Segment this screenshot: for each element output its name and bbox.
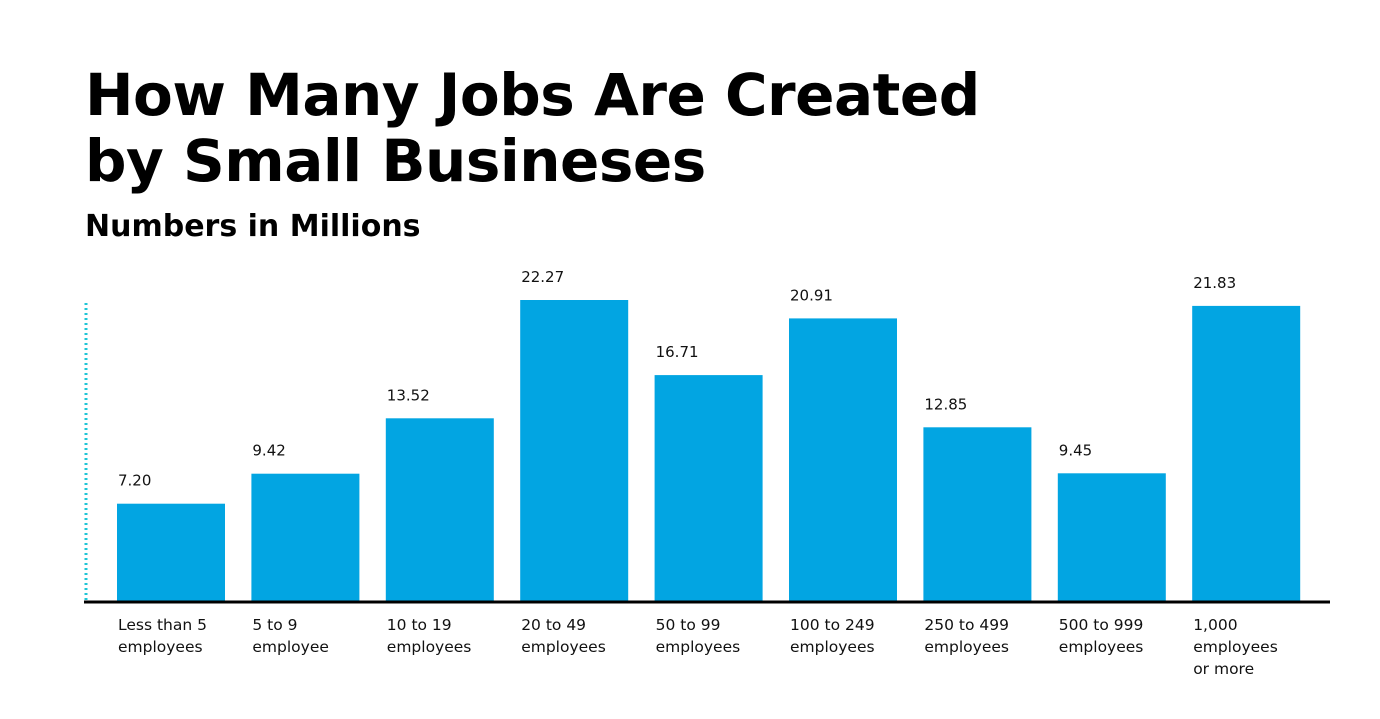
category-label-6: 100 to 249 employees	[790, 616, 875, 656]
chart-subtitle: Numbers in Millions	[85, 209, 421, 244]
bar-1	[117, 503, 225, 601]
bar-value-label-6: 20.91	[790, 286, 833, 304]
bar-5	[654, 375, 763, 601]
bar-value-label-9: 21.83	[1193, 274, 1236, 292]
bars-group	[117, 300, 1301, 601]
category-labels-group: Less than 5 employees 5 to 9 employee 10 to …	[118, 616, 1278, 678]
category-label-9: 1,000 employees or more	[1193, 616, 1278, 678]
bar-value-label-8: 9.45	[1059, 441, 1092, 459]
bar-3	[385, 418, 494, 601]
category-label-1: Less than 5 employees	[118, 616, 207, 656]
value-labels-group: 7.20 9.42 13.52 22.27 16.71 20.91 12.85 9.45 21.…	[118, 268, 1236, 490]
category-label-7: 250 to 499 employees	[924, 616, 1009, 656]
category-label-4: 20 to 49 employees	[521, 616, 606, 656]
bar-8	[1057, 473, 1166, 601]
category-label-5: 50 to 99 employees	[656, 616, 741, 656]
category-label-8: 500 to 999 employees	[1059, 616, 1144, 656]
bar-2	[251, 473, 360, 601]
chart-title-line-1: How Many Jobs Are Created	[85, 61, 980, 129]
category-label-3: 10 to 19 employees	[387, 616, 472, 656]
bar-4	[520, 300, 629, 601]
category-label-2: 5 to 9 employee	[252, 616, 329, 656]
bar-value-label-2: 9.42	[252, 442, 285, 460]
bar-value-label-1: 7.20	[118, 472, 151, 490]
chart-title-line-2: by Small Busineses	[85, 127, 706, 195]
bar-value-label-5: 16.71	[656, 343, 699, 361]
bar-9	[1192, 305, 1301, 601]
bar-7	[923, 427, 1032, 601]
bar-value-label-4: 22.27	[521, 268, 564, 286]
bar-6	[789, 318, 897, 601]
bar-value-label-7: 12.85	[924, 395, 967, 413]
bar-value-label-3: 13.52	[387, 386, 430, 404]
chart-title: How Many Jobs Are Created by Small Busin…	[85, 62, 1085, 194]
